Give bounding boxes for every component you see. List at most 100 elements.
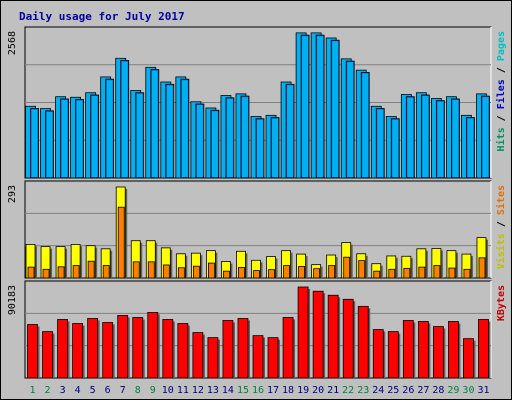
- bar-highlight: [362, 73, 369, 177]
- bar-highlight: [422, 95, 429, 177]
- bar-kbytes-13: [207, 337, 219, 379]
- bar-highlight: [407, 97, 414, 177]
- day-label-11: 11: [177, 385, 189, 396]
- day-label-3: 3: [60, 385, 66, 396]
- bar-highlight: [272, 118, 279, 177]
- bar-kbytes-14: [222, 320, 234, 379]
- bar-kbytes-22: [342, 298, 354, 379]
- bar-sites-8: [132, 261, 140, 279]
- bar-sites-22: [343, 256, 351, 279]
- bar-sites-16: [253, 270, 260, 279]
- bar-kbytes-16: [252, 335, 264, 379]
- bar-kbytes-3: [57, 319, 68, 379]
- bar-sites-21: [328, 265, 336, 279]
- bar-kbytes-1: [27, 324, 38, 379]
- bar-sites-4: [72, 265, 80, 279]
- day-label-6: 6: [105, 385, 111, 396]
- bar-sites-28: [433, 265, 441, 279]
- bar-highlight: [392, 119, 399, 177]
- day-label-21: 21: [327, 385, 339, 396]
- bar-highlight: [452, 99, 459, 177]
- bar-kbytes-27: [417, 321, 429, 379]
- max-label-kbytes: 90183: [7, 285, 18, 315]
- day-label-12: 12: [192, 385, 204, 396]
- bar-highlight: [121, 61, 128, 177]
- bar-sites-30: [463, 268, 471, 279]
- bar-kbytes-15: [237, 318, 249, 379]
- bar-sites-11: [177, 267, 185, 279]
- bar-kbytes-31: [478, 319, 489, 379]
- day-label-25: 25: [387, 385, 399, 396]
- bar-sites-19: [298, 266, 305, 279]
- bar-sites-5: [87, 260, 95, 279]
- day-label-1: 1: [30, 385, 36, 396]
- panels-layer: 2568 Hits / Files / Pages 293 Visits / Site…: [7, 26, 507, 379]
- bar-highlight: [211, 111, 218, 177]
- bar-sites-31: [478, 257, 486, 279]
- day-label-7: 7: [120, 385, 126, 396]
- day-label-31: 31: [477, 385, 489, 396]
- legend-hits-files: Hits / Files / Pages: [495, 31, 507, 151]
- day-label-4: 4: [75, 385, 81, 396]
- bar-kbytes-4: [72, 323, 84, 379]
- bar-kbytes-17: [267, 337, 279, 379]
- bar-sites-14: [223, 270, 230, 279]
- bar-highlight: [91, 95, 98, 177]
- bar-kbytes-5: [87, 318, 99, 379]
- bar-highlight: [482, 97, 489, 177]
- bar-highlight: [61, 99, 68, 177]
- bar-sites-17: [268, 269, 275, 279]
- bar-highlight: [76, 100, 83, 177]
- bar-highlight: [181, 80, 188, 177]
- bar-kbytes-18: [282, 317, 294, 379]
- legend-entry: Pages: [496, 31, 507, 61]
- day-label-28: 28: [432, 385, 444, 396]
- bar-highlight: [377, 109, 384, 177]
- bar-kbytes-23: [357, 305, 369, 379]
- bar-sites-26: [403, 267, 411, 279]
- bar-sites-29: [448, 267, 456, 279]
- day-label-22: 22: [342, 385, 354, 396]
- bar-sites-18: [283, 265, 290, 279]
- bar-highlight: [106, 80, 113, 177]
- legend-entry: /: [496, 215, 507, 233]
- bar-kbytes-11: [177, 323, 189, 379]
- day-label-30: 30: [462, 385, 474, 396]
- legend-entry: /: [496, 61, 507, 79]
- day-label-15: 15: [237, 385, 249, 396]
- bar-sites-12: [192, 265, 200, 279]
- legend-entry: Sites: [495, 185, 507, 215]
- bar-kbytes-24: [372, 329, 384, 379]
- legend-entry: /: [496, 109, 507, 127]
- bar-highlight: [347, 62, 354, 178]
- bar-sites-25: [388, 268, 396, 279]
- bar-highlight: [302, 36, 309, 178]
- bar-kbytes-10: [162, 319, 174, 379]
- bar-highlight: [317, 36, 324, 178]
- bar-highlight: [31, 109, 38, 177]
- bar-highlight: [287, 85, 294, 177]
- day-label-16: 16: [252, 385, 264, 396]
- bar-kbytes-6: [102, 322, 114, 379]
- day-label-24: 24: [372, 385, 384, 396]
- legend-entry: Files: [495, 79, 507, 109]
- bar-sites-10: [162, 264, 170, 279]
- day-label-5: 5: [90, 385, 96, 396]
- day-label-23: 23: [357, 385, 369, 396]
- day-label-14: 14: [222, 385, 234, 396]
- bar-sites-1: [27, 266, 35, 279]
- bar-kbytes-26: [402, 320, 414, 379]
- bar-kbytes-12: [192, 332, 204, 379]
- legend-kbytes: KBytes: [496, 285, 507, 321]
- bar-highlight: [241, 97, 248, 177]
- panel-kbytes: 90183 KBytes: [7, 280, 507, 379]
- bar-kbytes-25: [387, 331, 399, 379]
- bar-highlight: [226, 98, 233, 177]
- bar-sites-27: [418, 266, 426, 279]
- day-label-18: 18: [282, 385, 294, 396]
- bar-sites-15: [238, 267, 245, 279]
- bar-kbytes-9: [147, 312, 159, 379]
- day-label-2: 2: [45, 385, 51, 396]
- bar-kbytes-2: [42, 331, 53, 379]
